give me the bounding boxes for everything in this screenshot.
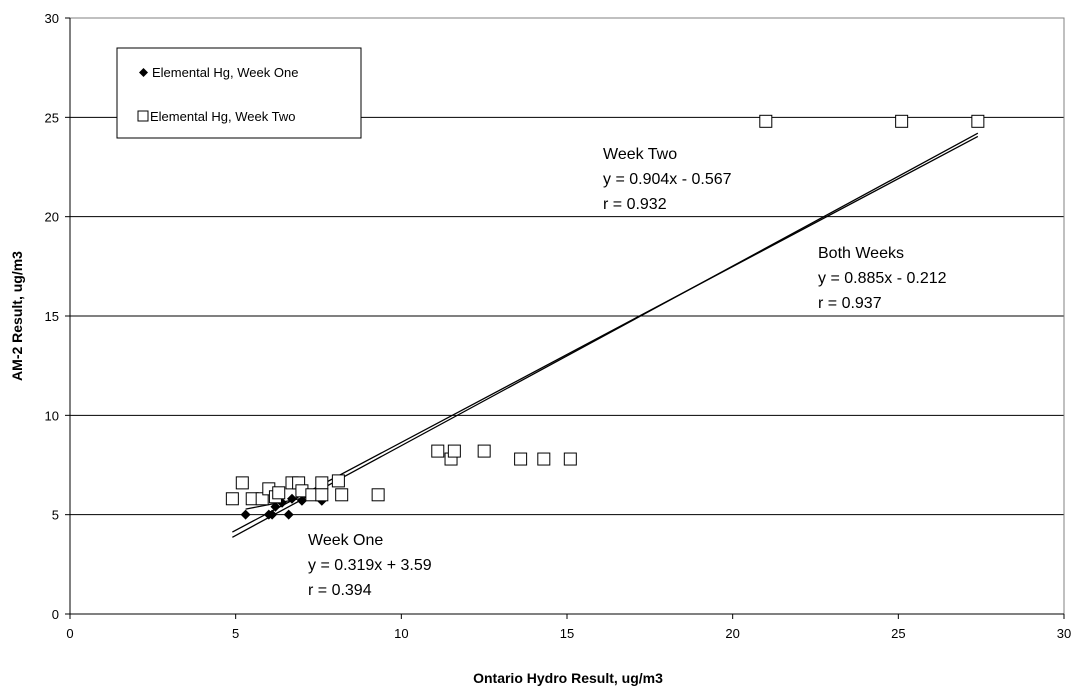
data-point-week-two [225, 492, 239, 506]
x-tick-label: 30 [1057, 626, 1071, 641]
y-tick-label: 25 [45, 110, 59, 125]
annotation-both-weeks-r: r = 0.937 [818, 295, 882, 312]
annotation-both-weeks-equation: y = 0.885x - 0.212 [818, 270, 947, 287]
y-axis-title: AM-2 Result, ug/m3 [9, 251, 25, 381]
data-point-week-one [283, 509, 294, 520]
y-tick-label: 20 [45, 210, 59, 225]
x-tick-label: 20 [725, 626, 739, 641]
y-tick-label: 15 [45, 309, 59, 324]
data-point-week-one [296, 495, 307, 506]
data-point-week-two [255, 492, 269, 506]
y-tick-label: 0 [52, 607, 59, 622]
data-point-week-two [514, 452, 528, 466]
data-point-week-one [267, 509, 278, 520]
data-point-week-two [971, 114, 985, 128]
data-point-week-two [759, 114, 773, 128]
x-tick-label: 5 [232, 626, 239, 641]
data-point-week-two [563, 452, 577, 466]
annotation-week-one-title: Week One [308, 532, 383, 549]
data-point-week-two [315, 488, 329, 502]
x-tick-label: 0 [66, 626, 73, 641]
data-point-week-two [235, 476, 249, 490]
legend-box [116, 47, 362, 139]
trendline [232, 132, 979, 538]
data-point-week-two [895, 114, 909, 128]
y-tick-label: 5 [52, 508, 59, 523]
annotation-both-weeks: Both Weeks y = 0.885x - 0.212 r = 0.937 [818, 245, 947, 312]
x-tick-label: 10 [394, 626, 408, 641]
data-point-week-two [371, 488, 385, 502]
annotation-both-weeks-title: Both Weeks [818, 245, 904, 262]
annotation-week-one-equation: y = 0.319x + 3.59 [308, 557, 432, 574]
data-point-week-one [270, 501, 281, 512]
legend-label-week-two: Elemental Hg, Week Two [150, 109, 295, 124]
annotation-week-one-r: r = 0.394 [308, 582, 372, 599]
annotation-week-two-title: Week Two [603, 146, 677, 163]
trendline [232, 135, 979, 533]
x-axis-ticks: 0 5 10 15 20 25 30 [66, 614, 1071, 641]
legend: Elemental Hg, Week One Elemental Hg, Wee… [116, 47, 362, 139]
data-point-week-two [335, 488, 349, 502]
annotation-week-one: Week One y = 0.319x + 3.59 r = 0.394 [308, 532, 432, 599]
legend-label-week-one: Elemental Hg, Week One [152, 65, 298, 80]
annotation-week-two-equation: y = 0.904x - 0.567 [603, 171, 732, 188]
data-point-week-two [537, 452, 551, 466]
x-axis-title: Ontario Hydro Result, ug/m3 [473, 670, 663, 686]
data-point-week-two [315, 476, 329, 490]
y-tick-label: 10 [45, 408, 59, 423]
data-point-week-two [331, 474, 345, 488]
legend-marker-week-two [137, 110, 149, 122]
data-point-week-two [431, 444, 445, 458]
data-point-week-two [447, 444, 461, 458]
y-axis-ticks: 0 5 10 15 20 25 30 [45, 11, 70, 622]
data-point-week-one [240, 509, 251, 520]
annotation-week-two: Week Two y = 0.904x - 0.567 r = 0.932 [603, 146, 732, 213]
legend-marker-week-one [139, 68, 148, 77]
data-points [225, 114, 985, 520]
x-tick-label: 25 [891, 626, 905, 641]
data-point-week-one [286, 493, 297, 504]
annotation-week-two-r: r = 0.932 [603, 196, 667, 213]
x-tick-label: 15 [560, 626, 574, 641]
data-point-week-two [477, 444, 491, 458]
y-tick-label: 30 [45, 11, 59, 26]
data-point-week-two [272, 486, 286, 500]
